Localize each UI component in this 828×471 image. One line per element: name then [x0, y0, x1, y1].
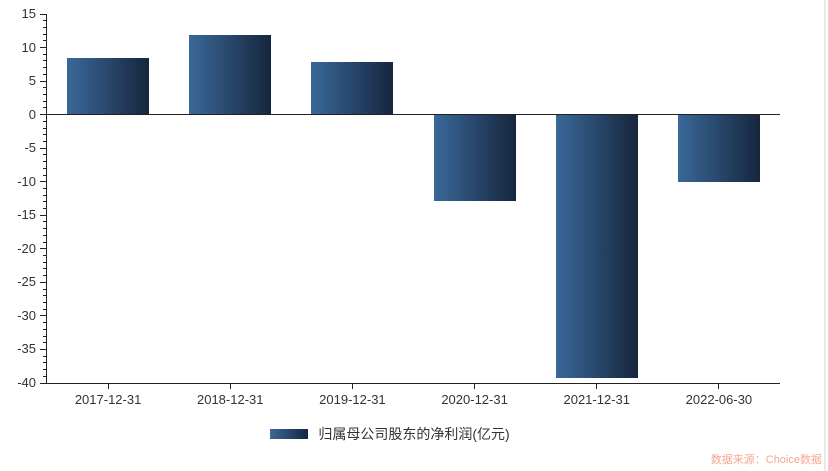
y-axis-label: -35: [17, 341, 36, 357]
y-axis-minor-tick: [43, 53, 47, 55]
y-axis-minor-tick: [43, 255, 47, 257]
y-axis-minor-tick: [43, 194, 47, 196]
x-axis-tick: [474, 383, 476, 389]
y-axis-tick: [40, 13, 47, 15]
y-axis-minor-tick: [43, 275, 47, 277]
x-axis-tick: [351, 383, 353, 389]
legend-swatch-icon: [270, 429, 309, 439]
y-axis-minor-tick: [43, 107, 47, 109]
y-axis-label: 10: [21, 39, 36, 55]
y-axis-label: -20: [17, 240, 36, 256]
bar-2022-06-30[interactable]: [677, 114, 760, 182]
y-axis-minor-tick: [43, 362, 47, 364]
bar-2021-12-31[interactable]: [555, 114, 638, 378]
y-axis-tick: [40, 348, 47, 350]
y-axis-minor-tick: [43, 261, 47, 263]
y-axis-tick: [40, 80, 47, 82]
y-axis-minor-tick: [43, 369, 47, 371]
y-axis-minor-tick: [43, 161, 47, 163]
y-axis-label: -10: [17, 173, 36, 189]
y-axis-minor-tick: [43, 241, 47, 243]
y-axis-minor-tick: [43, 355, 47, 357]
y-axis-label: -25: [17, 274, 36, 290]
y-axis-minor-tick: [43, 26, 47, 28]
y-axis-minor-tick: [43, 342, 47, 344]
y-axis-minor-tick: [43, 288, 47, 290]
y-axis-minor-tick: [43, 67, 47, 69]
x-axis-label: 2022-06-30: [685, 392, 753, 407]
y-axis-label: -15: [17, 207, 36, 223]
data-source-watermark: 数据来源：Choice数据: [710, 454, 822, 466]
y-axis-tick: [40, 281, 47, 283]
y-axis-minor-tick: [43, 40, 47, 42]
y-axis-minor-tick: [43, 33, 47, 35]
zero-baseline: [47, 114, 780, 116]
x-axis-label: 2020-12-31: [441, 392, 508, 407]
legend-label: 归属母公司股东的净利润(亿元): [318, 426, 510, 442]
y-axis-minor-tick: [43, 167, 47, 169]
x-axis-tick: [596, 383, 598, 389]
y-axis-minor-tick: [43, 73, 47, 75]
y-axis-tick: [40, 214, 47, 216]
x-axis-tick: [107, 383, 109, 389]
chart-legend[interactable]: 归属母公司股东的净利润(亿元): [0, 425, 780, 443]
scrollbar-track: [824, 0, 826, 471]
y-axis-minor-tick: [43, 328, 47, 330]
y-axis-minor-tick: [43, 60, 47, 62]
y-axis-line: [46, 14, 47, 383]
y-axis-tick: [40, 47, 47, 49]
y-axis-minor-tick: [43, 87, 47, 89]
y-axis-tick: [40, 181, 47, 183]
x-axis-label: 2021-12-31: [563, 392, 630, 407]
y-axis-tick: [40, 315, 47, 317]
x-axis-label: 2019-12-31: [319, 392, 386, 407]
y-axis-minor-tick: [43, 100, 47, 102]
y-axis-minor-tick: [43, 208, 47, 210]
y-axis-tick: [40, 114, 47, 116]
y-axis-tick: [40, 147, 47, 149]
y-axis-label: 15: [21, 6, 36, 21]
x-axis-tick: [718, 383, 720, 389]
bar-2020-12-31[interactable]: [433, 114, 516, 201]
y-axis-minor-tick: [43, 187, 47, 189]
y-axis-minor-tick: [43, 234, 47, 236]
y-axis-label: -30: [17, 307, 36, 323]
x-axis-line: [46, 383, 780, 384]
y-axis-label: 5: [28, 73, 36, 89]
y-axis-minor-tick: [43, 268, 47, 270]
y-axis-tick: [40, 248, 47, 250]
x-axis-label: 2017-12-31: [74, 392, 142, 407]
y-axis-label: -40: [17, 375, 36, 390]
y-axis-minor-tick: [43, 174, 47, 176]
x-axis-label: 2018-12-31: [196, 392, 264, 407]
y-axis-minor-tick: [43, 20, 47, 22]
y-axis-minor-tick: [43, 301, 47, 303]
y-axis-minor-tick: [43, 201, 47, 203]
y-axis-minor-tick: [43, 154, 47, 156]
y-axis-minor-tick: [43, 322, 47, 324]
y-axis-label: 0: [28, 106, 36, 122]
y-axis-minor-tick: [43, 335, 47, 337]
y-axis-minor-tick: [43, 221, 47, 223]
y-axis-minor-tick: [43, 94, 47, 95]
y-axis-minor-tick: [43, 228, 47, 230]
y-axis-minor-tick: [43, 134, 47, 136]
y-axis-minor-tick: [43, 120, 47, 122]
y-axis-minor-tick: [43, 375, 47, 377]
y-axis-minor-tick: [43, 127, 47, 129]
y-axis-label: -5: [24, 140, 36, 156]
y-axis-minor-tick: [43, 140, 47, 142]
x-axis-tick: [229, 383, 231, 389]
bar-2018-12-31[interactable]: [189, 34, 272, 115]
bar-2017-12-31[interactable]: [67, 57, 150, 115]
y-axis-minor-tick: [43, 308, 47, 310]
y-axis-tick: [40, 382, 47, 384]
bar-2019-12-31[interactable]: [311, 61, 394, 115]
y-axis-minor-tick: [43, 295, 47, 297]
